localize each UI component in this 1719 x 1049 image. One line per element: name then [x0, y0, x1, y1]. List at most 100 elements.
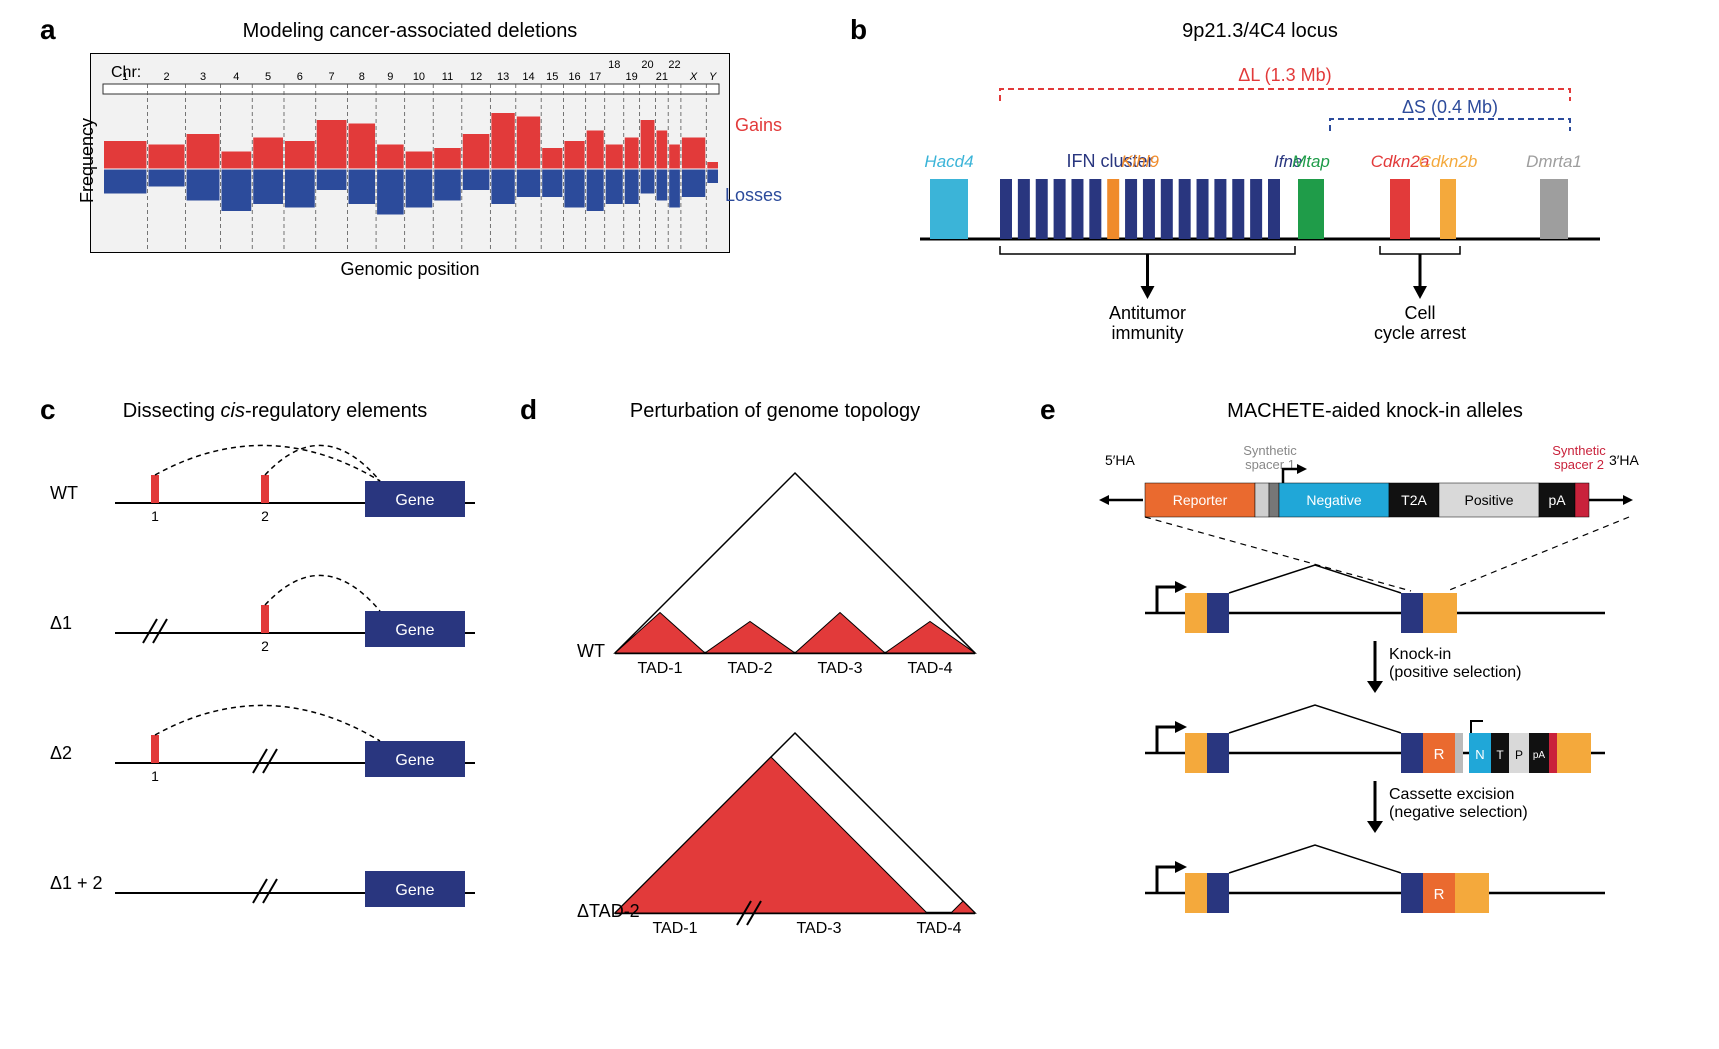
svg-text:21: 21 [656, 71, 668, 83]
svg-text:Cell: Cell [1404, 303, 1435, 323]
svg-text:pA: pA [1533, 750, 1546, 761]
svg-text:Gene: Gene [395, 492, 434, 509]
svg-text:14: 14 [522, 71, 534, 83]
svg-text:22: 22 [668, 59, 680, 71]
tad-wt-diagram: TAD-1 TAD-2 TAD-3 TAD-4 WT [565, 433, 985, 683]
svg-text:cycle arrest: cycle arrest [1374, 323, 1466, 343]
panel-a-svg: 12345678910111213141516171819202122XY [91, 54, 731, 254]
tad-del-diagram: TAD-1TAD-3TAD-4ΔTAD-2 [565, 693, 985, 943]
svg-text:Gene: Gene [395, 752, 434, 769]
cis-row-label: Δ2 [50, 743, 72, 764]
svg-text:9: 9 [387, 71, 393, 83]
svg-text:TAD-1: TAD-1 [637, 660, 682, 677]
svg-text:11: 11 [442, 71, 453, 83]
cis-row-label: Δ1 + 2 [50, 873, 103, 894]
cis-row-label: Δ1 [50, 613, 72, 634]
svg-text:17: 17 [589, 71, 601, 83]
svg-text:2: 2 [163, 71, 169, 83]
svg-text:Y: Y [709, 71, 717, 83]
panel-b: 9p21.3/4C4 locus ΔL (1.3 Mb)ΔS (0.4 Mb)I… [870, 20, 1650, 360]
svg-text:T2A: T2A [1401, 492, 1427, 508]
locus-diagram: ΔL (1.3 Mb)ΔS (0.4 Mb)IFN clusterHacd4Kl… [900, 49, 1620, 349]
cis-row-Δ1 + 2: Δ1 + 2Gene [60, 823, 490, 943]
svg-text:4: 4 [233, 71, 239, 83]
cis-row-Δ1: Δ1Gene2 [60, 563, 490, 683]
svg-text:Antitumor: Antitumor [1109, 303, 1186, 323]
svg-text:TAD-3: TAD-3 [796, 920, 841, 937]
svg-text:12: 12 [470, 71, 482, 83]
svg-text:2: 2 [261, 638, 269, 654]
svg-text:TAD-4: TAD-4 [907, 660, 952, 677]
svg-text:Dmrta1: Dmrta1 [1526, 152, 1582, 171]
svg-text:T: T [1496, 748, 1504, 762]
svg-text:Reporter: Reporter [1173, 492, 1228, 508]
svg-text:5′HA: 5′HA [1105, 452, 1136, 468]
panel-a-ylabel: Frequency [77, 118, 98, 203]
svg-text:N: N [1475, 747, 1484, 762]
svg-text:19: 19 [626, 71, 638, 83]
svg-text:20: 20 [641, 59, 653, 71]
svg-text:6: 6 [297, 71, 303, 83]
svg-text:Hacd4: Hacd4 [924, 152, 973, 171]
panel-a-title: Modeling cancer-associated deletions [60, 20, 760, 43]
cis-row-WT: WTGene12 [60, 433, 490, 553]
svg-text:Gene: Gene [395, 882, 434, 899]
svg-text:ΔTAD-2: ΔTAD-2 [577, 901, 640, 921]
cis-row-Δ2: Δ2Gene1 [60, 693, 490, 813]
svg-text:Synthetic: Synthetic [1552, 443, 1606, 458]
svg-text:Cdkn2b: Cdkn2b [1419, 152, 1478, 171]
svg-text:ΔL (1.3 Mb): ΔL (1.3 Mb) [1238, 65, 1331, 85]
panel-label-a: a [40, 14, 56, 46]
svg-text:R: R [1434, 886, 1445, 903]
svg-text:1: 1 [122, 71, 128, 83]
svg-text:13: 13 [497, 71, 509, 83]
svg-text:(negative selection): (negative selection) [1389, 804, 1528, 821]
svg-text:Gene: Gene [395, 622, 434, 639]
svg-text:R: R [1434, 746, 1445, 763]
svg-text:1: 1 [151, 768, 159, 784]
svg-text:Knock-in: Knock-in [1389, 646, 1451, 663]
svg-text:7: 7 [329, 71, 335, 83]
panel-e: MACHETE-aided knock-in alleles 5′HA Synth… [1060, 400, 1690, 1020]
svg-text:TAD-1: TAD-1 [652, 920, 697, 937]
svg-text:Klhl9: Klhl9 [1121, 152, 1159, 171]
svg-text:Cassette excision: Cassette excision [1389, 786, 1514, 803]
panel-label-b: b [850, 14, 867, 46]
panel-d-title: Perturbation of genome topology [540, 400, 1010, 423]
svg-text:8: 8 [359, 71, 365, 83]
svg-text:18: 18 [608, 59, 620, 71]
svg-text:TAD-3: TAD-3 [817, 660, 862, 677]
svg-text:WT: WT [577, 641, 605, 661]
cis-row-label: WT [50, 483, 78, 504]
svg-text:Positive: Positive [1464, 492, 1513, 508]
panel-label-c: c [40, 394, 56, 426]
svg-text:X: X [689, 71, 698, 83]
panel-d: Perturbation of genome topology TAD-1TAD… [540, 400, 1010, 1020]
losses-label: Losses [725, 185, 782, 206]
panel-e-title: MACHETE-aided knock-in alleles [1060, 400, 1690, 423]
svg-text:3′HA: 3′HA [1609, 452, 1640, 468]
svg-text:3: 3 [200, 71, 206, 83]
svg-text:Synthetic: Synthetic [1243, 443, 1297, 458]
svg-text:(positive selection): (positive selection) [1389, 664, 1522, 681]
svg-text:5: 5 [265, 71, 271, 83]
panel-c: Dissecting cis-regulatory elements Disse… [60, 400, 490, 1020]
panel-a-xlabel: Genomic position [60, 259, 760, 280]
svg-text:TAD-2: TAD-2 [727, 660, 772, 677]
panel-a: Modeling cancer-associated deletions Chr… [60, 20, 760, 320]
cna-frequency-chart: Chr: 12345678910111213141516171819202122… [90, 53, 730, 253]
svg-text:immunity: immunity [1111, 323, 1183, 343]
panel-c-title: Dissecting cis-regulatory elements Disse… [60, 400, 490, 423]
knock-in-schematic: 5′HASyntheticspacer 1ReporterNegativeT2A… [1075, 423, 1675, 983]
svg-text:15: 15 [546, 71, 558, 83]
svg-text:spacer 2: spacer 2 [1554, 457, 1604, 472]
svg-text:P: P [1515, 748, 1523, 762]
svg-text:Mtap: Mtap [1292, 152, 1330, 171]
svg-text:pA: pA [1548, 492, 1566, 508]
svg-text:1: 1 [151, 508, 159, 524]
panel-label-d: d [520, 394, 537, 426]
svg-text:ΔS (0.4 Mb): ΔS (0.4 Mb) [1402, 97, 1498, 117]
svg-text:16: 16 [568, 71, 580, 83]
gains-label: Gains [735, 115, 782, 136]
panel-b-title: 9p21.3/4C4 locus [870, 20, 1650, 43]
